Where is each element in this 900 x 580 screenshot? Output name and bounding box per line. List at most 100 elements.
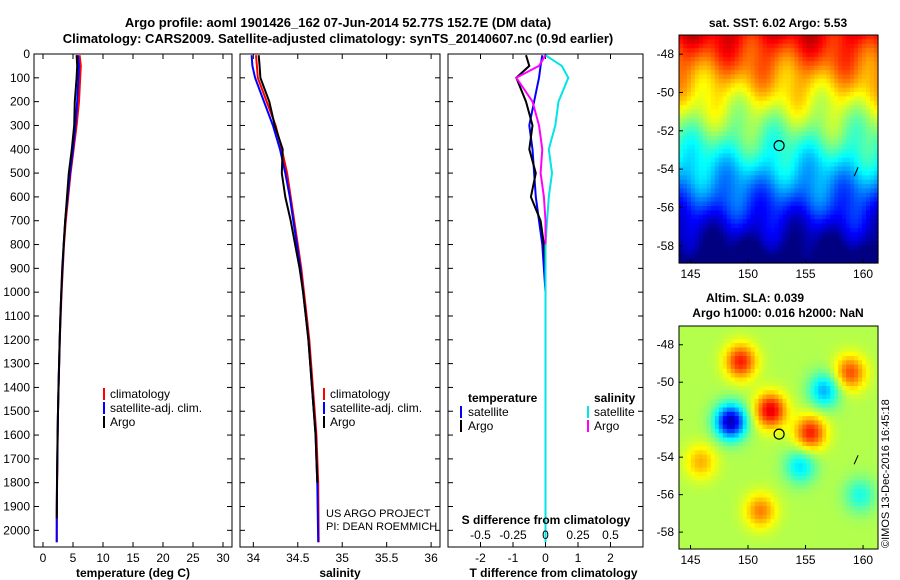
- map-cell: [754, 441, 760, 447]
- map-cell: [766, 488, 772, 494]
- map-cell: [858, 83, 863, 89]
- map-cell: [702, 373, 708, 379]
- map-cell: [770, 428, 776, 434]
- map-cell: [858, 109, 863, 115]
- map-cell: [790, 166, 796, 172]
- map-cell: [834, 403, 839, 409]
- map-cell: [794, 411, 799, 417]
- map-cell: [766, 179, 772, 185]
- map-cell: [714, 450, 720, 456]
- map-cell: [866, 493, 871, 499]
- map-cell: [858, 356, 863, 361]
- map-cell: [714, 364, 720, 370]
- map-cell: [706, 403, 712, 409]
- map-cell: [810, 450, 815, 456]
- map-cell: [802, 446, 807, 451]
- map-cell: [790, 411, 796, 417]
- map-cell: [874, 351, 879, 357]
- map-cell: [710, 373, 716, 379]
- map-cell: [722, 144, 728, 150]
- map-cell: [794, 458, 799, 464]
- map-cell: [754, 420, 760, 426]
- map-cell: [862, 381, 867, 387]
- map-cell: [782, 381, 788, 387]
- map-cell: [734, 100, 740, 106]
- map-cell: [738, 407, 744, 413]
- map-cell: [794, 403, 799, 409]
- map-cell: [690, 113, 696, 119]
- map-cell: [758, 386, 764, 391]
- map-cell: [834, 144, 839, 150]
- map-cell: [742, 166, 748, 172]
- map-cell: [790, 70, 796, 76]
- map-cell: [738, 390, 744, 396]
- map-cell: [698, 347, 704, 353]
- map-cell: [722, 223, 728, 229]
- map-cell: [722, 210, 728, 216]
- map-cell: [730, 356, 736, 361]
- map-cell: [690, 330, 696, 336]
- map-cell: [798, 135, 803, 141]
- map-cell: [810, 334, 815, 340]
- map-cell: [838, 48, 843, 54]
- map-cell: [786, 131, 792, 137]
- map-cell: [862, 411, 867, 417]
- map-cell: [738, 56, 744, 62]
- map-cell: [706, 458, 712, 464]
- map-cell: [762, 52, 768, 58]
- map-cell: [770, 135, 776, 141]
- map-cell: [734, 373, 740, 379]
- map-cell: [774, 433, 780, 439]
- map-cell: [690, 100, 696, 106]
- map-cell: [778, 501, 784, 507]
- map-cell: [738, 373, 744, 379]
- map-cell: [870, 43, 875, 49]
- map-cell: [818, 109, 823, 115]
- map-cell: [810, 61, 815, 67]
- map-cell: [698, 122, 704, 128]
- map-cell: [774, 326, 780, 331]
- map-cell: [718, 493, 724, 499]
- map-cell: [838, 100, 843, 106]
- map-cell: [730, 61, 736, 67]
- map-cell: [822, 92, 827, 97]
- map-cell: [718, 245, 724, 251]
- map-cell: [854, 219, 859, 225]
- map-cell: [806, 236, 811, 242]
- map-cell: [722, 35, 728, 40]
- map-cell: [690, 74, 696, 80]
- map-cell: [866, 433, 871, 439]
- map-cell: [874, 364, 879, 370]
- map-cell: [698, 236, 704, 242]
- map-cell: [786, 450, 792, 456]
- map-cell: [750, 78, 756, 84]
- map-cell: [866, 35, 871, 40]
- map-cell: [679, 219, 684, 225]
- map-cell: [806, 35, 811, 40]
- map-cell: [758, 258, 764, 264]
- map-cell: [766, 416, 772, 421]
- map-cell: [794, 127, 799, 133]
- map-cell: [818, 501, 823, 507]
- map-cell: [762, 223, 768, 229]
- map-cell: [842, 377, 847, 383]
- map-cell: [774, 153, 780, 159]
- map-cell: [794, 441, 799, 447]
- map-cell: [806, 105, 811, 111]
- map-cell: [710, 162, 716, 168]
- map-cell: [870, 39, 875, 45]
- map-cell: [830, 175, 835, 181]
- map-cell: [726, 65, 732, 71]
- map-cell: [706, 437, 712, 443]
- map-cell: [810, 127, 815, 133]
- map-cell: [830, 428, 835, 434]
- map-cell: [798, 249, 803, 255]
- map-cell: [790, 192, 796, 198]
- map-cell: [794, 428, 799, 434]
- map-cell: [742, 390, 748, 396]
- map-cell: [850, 74, 855, 80]
- map-cell: [854, 377, 859, 383]
- map-cell: [838, 122, 843, 128]
- map-cell: [842, 476, 847, 481]
- map-cell: [714, 179, 720, 185]
